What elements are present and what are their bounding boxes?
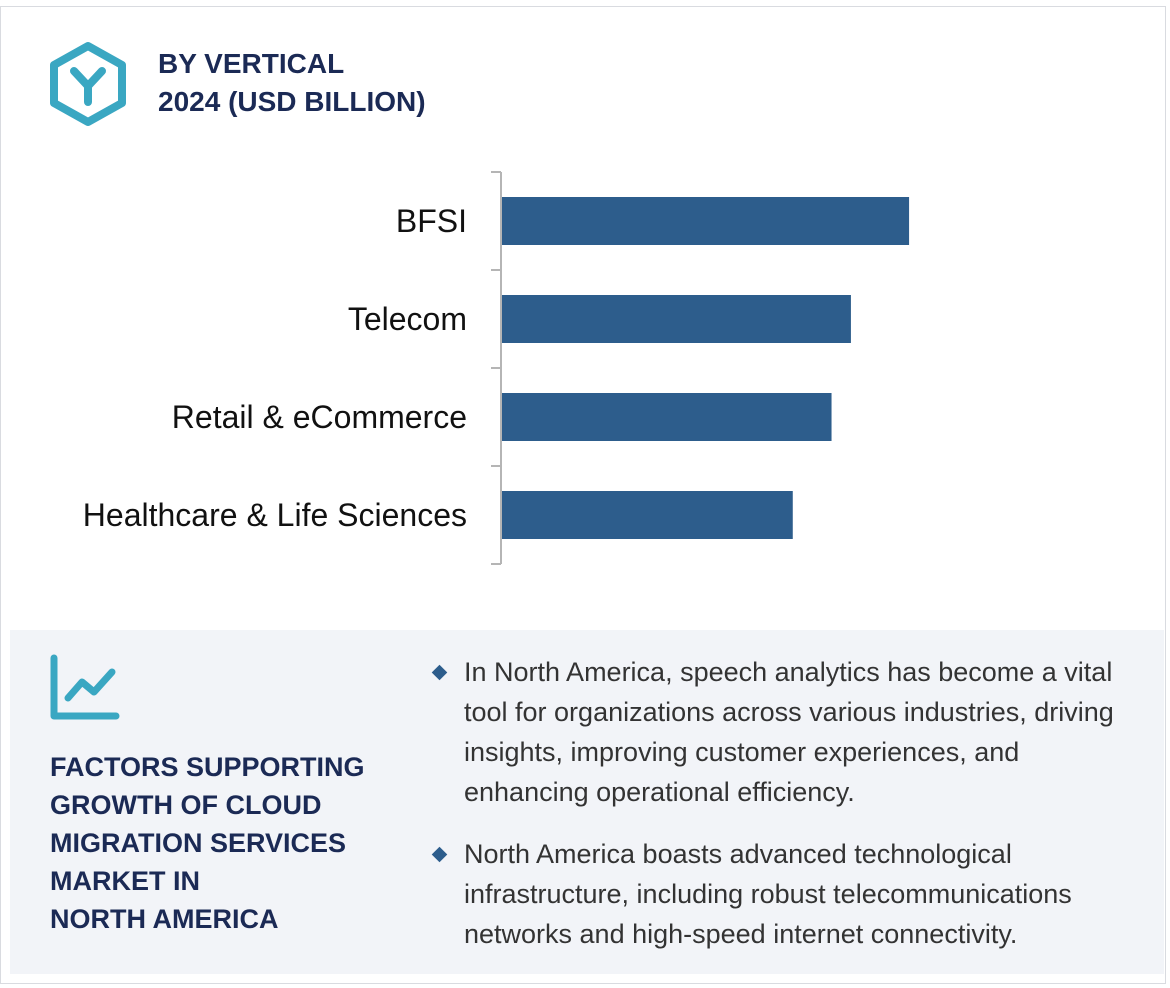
category-label: Retail & eCommerce: [172, 399, 467, 435]
category-label: Healthcare & Life Sciences: [83, 497, 467, 533]
factors-title-line: NORTH AMERICA: [50, 904, 279, 934]
title-line-1: BY VERTICAL: [158, 48, 345, 79]
category-label: Telecom: [348, 301, 467, 337]
list-item-text: North America boasts advanced technologi…: [464, 839, 1072, 949]
bar: [502, 491, 793, 539]
list-item: In North America, speech analytics has b…: [426, 652, 1146, 812]
chart-title: BY VERTICAL 2024 (USD BILLION): [158, 45, 426, 121]
factors-title: FACTORS SUPPORTING GROWTH OF CLOUD MIGRA…: [50, 748, 365, 938]
bar-chart-svg: BFSI Telecom Retail & eCommerce Healthcare …: [83, 171, 910, 565]
factors-list: In North America, speech analytics has b…: [426, 652, 1146, 976]
factors-title-line: FACTORS SUPPORTING: [50, 752, 365, 782]
diamond-bullet-icon: [431, 664, 448, 681]
factors-title-line: MARKET IN: [50, 866, 200, 896]
bar: [502, 393, 832, 441]
trend-chart-icon: [48, 654, 120, 724]
factors-title-line: GROWTH OF CLOUD: [50, 790, 322, 820]
bar: [502, 197, 910, 245]
hexagon-y-logo-icon: [47, 40, 129, 128]
factors-panel: FACTORS SUPPORTING GROWTH OF CLOUD MIGRA…: [10, 630, 1164, 974]
title-line-2: 2024 (USD BILLION): [158, 86, 426, 117]
bar-chart: BFSI Telecom Retail & eCommerce Healthcare …: [1, 157, 1167, 587]
factors-title-line: MIGRATION SERVICES: [50, 828, 347, 858]
diamond-bullet-icon: [431, 846, 448, 863]
list-item: North America boasts advanced technologi…: [426, 834, 1146, 954]
category-label: BFSI: [396, 203, 467, 239]
bar: [502, 295, 851, 343]
list-item-text: In North America, speech analytics has b…: [464, 657, 1114, 807]
